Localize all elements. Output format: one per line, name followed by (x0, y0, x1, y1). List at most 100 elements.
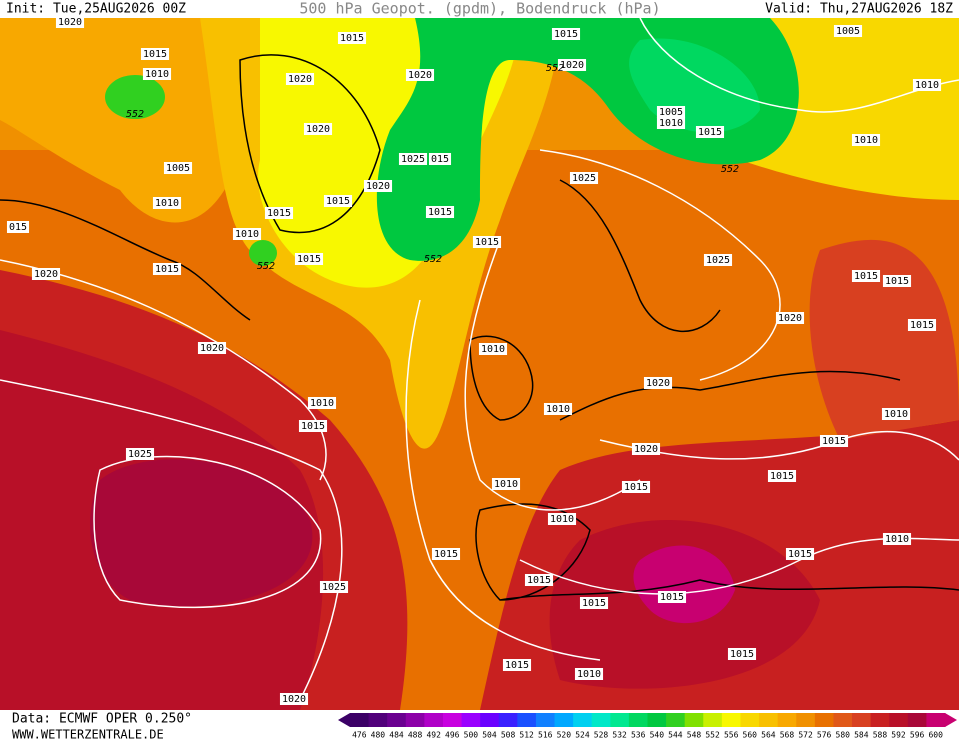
contour-label: 552 (546, 63, 564, 74)
legend-label: 500 (464, 731, 479, 740)
label-box (656, 117, 686, 129)
legend-label: 528 (594, 731, 609, 740)
legend-swatch (628, 713, 648, 727)
isobar-label: 1020 (560, 60, 584, 71)
legend-swatch (591, 713, 611, 727)
isobar-label: 1025 (706, 255, 730, 266)
legend-label: 480 (371, 731, 386, 740)
label-box (912, 79, 942, 91)
site-url: WWW.WETTERZENTRALE.DE (12, 728, 164, 741)
legend-label: 560 (743, 731, 758, 740)
isobar-label: 1020 (282, 694, 306, 705)
label-box (491, 478, 521, 490)
contour-label: 552 (257, 261, 275, 272)
cold-pocket (105, 75, 165, 119)
isobar (539, 149, 781, 381)
legend-label: 584 (854, 731, 869, 740)
isobar (639, 17, 959, 113)
isobar-label: 1025 (128, 449, 152, 460)
legend-swatch (926, 713, 946, 727)
isobar-label: 1020 (34, 269, 58, 280)
warm-core (90, 459, 313, 607)
contour-label: 552 (424, 254, 442, 265)
legend-label: 600 (928, 731, 943, 740)
label-box (264, 207, 294, 219)
label-box (574, 668, 604, 680)
label-box (323, 195, 353, 207)
isobar-label: 1015 (854, 271, 878, 282)
isobar-label: 1020 (366, 181, 390, 192)
label-box (55, 16, 85, 28)
isobar-label: 1010 (854, 135, 878, 146)
isobar-label: 1015 (301, 421, 325, 432)
legend-label: 572 (798, 731, 813, 740)
isobar-label: 1020 (200, 343, 224, 354)
isobar-label: 1025 (572, 173, 596, 184)
isobar-label: 1010 (481, 344, 505, 355)
isobar-label: 1015 (297, 254, 321, 265)
isobar (0, 379, 343, 701)
label-box (232, 228, 262, 240)
legend-label: 476 (352, 731, 367, 740)
isobar-label: 1015 (143, 49, 167, 60)
legend-label: 524 (575, 731, 590, 740)
label-box (643, 377, 673, 389)
label-box (307, 397, 337, 409)
label-box (152, 263, 182, 275)
legend-label: 504 (482, 731, 497, 740)
legend-label: 552 (705, 731, 720, 740)
label-box (775, 312, 805, 324)
legend-swatch (647, 713, 667, 727)
legend-arrow (338, 713, 350, 727)
isobar-label: 1020 (778, 313, 802, 324)
cold-pocket (249, 240, 277, 266)
legend-swatch (424, 713, 444, 727)
label-box (142, 68, 172, 80)
legend-swatch (610, 713, 630, 727)
legend-label: 488 (408, 731, 423, 740)
legend-label: 484 (389, 731, 404, 740)
legend-label: 536 (631, 731, 646, 740)
contour-label: 552 (721, 164, 739, 175)
legend-label: 596 (910, 731, 925, 740)
header-band (0, 0, 959, 18)
legend-label: 532 (612, 731, 627, 740)
isobar-label: 1015 (554, 29, 578, 40)
legend-arrow (945, 713, 957, 727)
legend-swatch (498, 713, 518, 727)
legend-label: 540 (650, 731, 665, 740)
isobar-label: 1005 (659, 107, 683, 118)
isobar-label: 1010 (155, 198, 179, 209)
legend-swatch (684, 713, 704, 727)
isobar-label: 1020 (646, 378, 670, 389)
label-box (703, 254, 733, 266)
label-box (785, 548, 815, 560)
contour-label: 552 (126, 109, 144, 120)
isobar-label: 1015 (475, 237, 499, 248)
init-time: Init: Tue,25AUG2026 00Z (6, 2, 186, 17)
isobar-label: 1015 (505, 660, 529, 671)
label-box (31, 268, 61, 280)
isobar-label: 1010 (577, 669, 601, 680)
legend-label: 496 (445, 731, 460, 740)
isobar-label: 1015 (885, 276, 909, 287)
legend-swatch (368, 713, 388, 727)
label-box (543, 403, 573, 415)
legend-label: 492 (426, 731, 441, 740)
label-box (428, 153, 452, 165)
label-box (882, 533, 912, 545)
legend-swatch (517, 713, 537, 727)
legend-swatch (666, 713, 686, 727)
legend-label: 592 (891, 731, 906, 740)
warm-region (809, 239, 959, 440)
label-box (851, 270, 881, 282)
label-box (881, 408, 911, 420)
legend-label: 568 (780, 731, 795, 740)
isobar-label: 1020 (408, 70, 432, 81)
legend-swatch (554, 713, 574, 727)
isobar-label: 1010 (659, 118, 683, 129)
isobar-label: 1010 (884, 409, 908, 420)
legend-swatch (703, 713, 723, 727)
legend-swatch (759, 713, 779, 727)
